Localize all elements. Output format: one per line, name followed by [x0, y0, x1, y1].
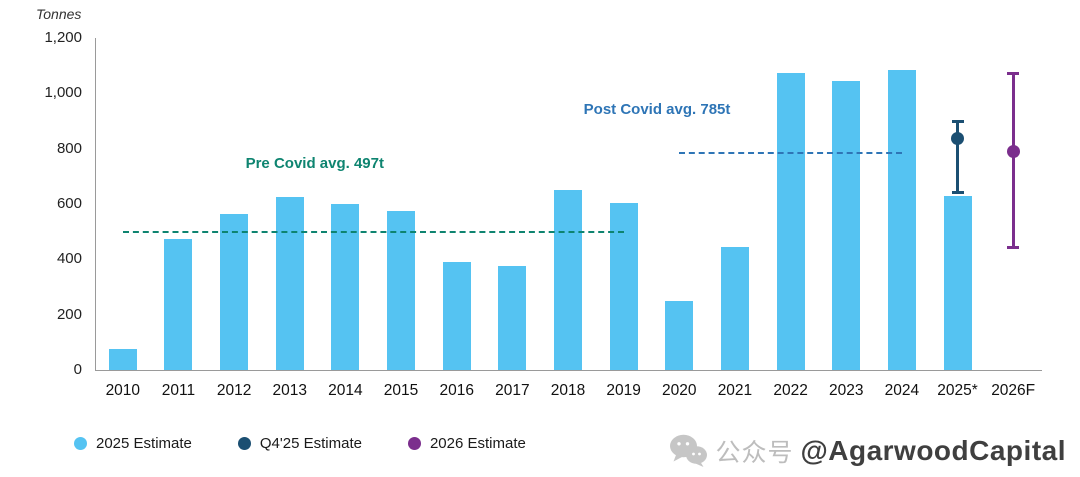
x-tick-label: 2017	[495, 382, 530, 399]
x-tick-label: 2018	[550, 382, 586, 399]
bar-2012	[220, 213, 249, 370]
legend-dot	[407, 436, 421, 450]
legend-item: 2025 Estimate	[74, 435, 192, 452]
y-tick-label: 200	[56, 305, 82, 323]
error-bar	[1011, 72, 1015, 249]
legend: 2025 Estimate Q4'25 Estimate 2026 Estimate	[74, 431, 526, 455]
x-tick-label: 2020	[662, 382, 697, 399]
y-tick-label: 800	[56, 139, 82, 157]
avg-line-label: Pre Covid avg. 497t	[245, 155, 384, 173]
error-bar-cap-top	[1007, 71, 1020, 75]
y-tick-label: 1,000	[44, 84, 82, 102]
watermark: 公众号 @AgarwoodCapital	[668, 433, 1066, 469]
x-tick-label: 2024	[884, 382, 920, 399]
bar-2018	[554, 190, 582, 370]
legend-dot	[237, 436, 251, 450]
bar-2011	[164, 238, 193, 370]
bar-2010	[108, 349, 137, 370]
watermark-handle: @AgarwoodCapital	[800, 435, 1066, 466]
y-tick-label: 600	[56, 195, 82, 212]
error-bar-cap-bottom	[951, 190, 964, 194]
y-axis-line	[95, 38, 96, 371]
bar-2014	[331, 204, 360, 370]
legend-dot	[74, 436, 87, 450]
legend-item: 2026 Estimate	[407, 434, 526, 452]
legend-item: Q4'25 Estimate	[237, 434, 362, 452]
bar-2023	[832, 80, 861, 370]
bar-2019	[609, 202, 638, 370]
x-tick-label: 2025*	[937, 382, 978, 399]
y-tick-label: 1,200	[44, 29, 82, 46]
y-axis-title: Tonnes	[36, 6, 82, 22]
x-tick-label: 2019	[606, 382, 641, 399]
y-tick-label: 0	[73, 361, 82, 378]
bar-2020	[665, 300, 694, 370]
wechat-icon	[668, 433, 708, 469]
bar-2021	[720, 246, 749, 370]
bar-2017	[498, 266, 527, 370]
x-tick-label: 2023	[828, 382, 864, 399]
x-tick-label: 2010	[105, 382, 141, 399]
bar-2015	[387, 210, 416, 370]
bar-2025*	[943, 195, 972, 370]
avg-line	[122, 231, 624, 234]
estimate-point	[951, 132, 965, 146]
x-tick-label: 2022	[773, 382, 808, 399]
x-tick-label: 2014	[328, 382, 363, 399]
x-tick-label: 2026F	[991, 382, 1036, 399]
x-tick-label: 2015	[383, 382, 419, 399]
legend-label: 2025 Estimate	[96, 434, 192, 452]
x-axis-line	[95, 370, 1042, 371]
x-tick-label: 2016	[439, 382, 474, 399]
avg-line	[679, 151, 902, 154]
bar-2022	[776, 72, 805, 370]
x-tick-label: 2021	[717, 382, 753, 399]
x-tick-label: 2012	[216, 382, 252, 399]
legend-label: 2026 Estimate	[429, 434, 526, 452]
estimate-point	[1006, 144, 1020, 158]
avg-line-label: Post Covid avg. 785t	[583, 100, 731, 118]
legend-label: Q4'25 Estimate	[259, 434, 362, 452]
error-bar-cap-bottom	[1007, 246, 1020, 250]
bar-2024	[887, 69, 916, 370]
bar-2016	[442, 262, 471, 370]
error-bar-cap-top	[951, 120, 964, 123]
x-tick-label: 2011	[161, 382, 196, 399]
y-tick-label: 400	[56, 250, 82, 268]
x-tick-label: 2013	[272, 382, 307, 399]
watermark-prefix: 公众号	[715, 439, 794, 467]
bar-2013	[275, 197, 304, 370]
error-bar	[956, 121, 960, 193]
